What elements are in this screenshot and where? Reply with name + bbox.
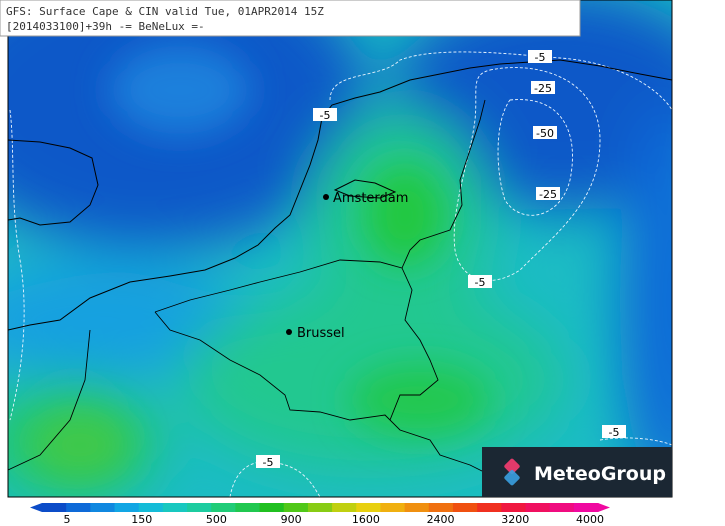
colorbar-swatch	[452, 503, 478, 512]
colorbar-swatch	[90, 503, 116, 512]
map-frame	[7, 0, 673, 498]
colorbar: 5 150 500 900 1600 2400 3200 4000	[30, 503, 610, 526]
contour-label: -25	[539, 188, 557, 201]
colorbar-swatch	[307, 503, 333, 512]
contour-label-bg	[313, 108, 337, 121]
border	[8, 329, 91, 471]
colorbar-swatch	[404, 503, 430, 512]
colorbar-label: 5	[64, 513, 71, 526]
colorbar-label: 2400	[427, 513, 455, 526]
contour-line	[229, 461, 321, 497]
colorbar-label: 4000	[576, 513, 604, 526]
colorbar-label: 3200	[501, 513, 529, 526]
logo-icon	[504, 458, 520, 486]
city-label: Brussel	[297, 326, 345, 341]
contour-label: -5	[535, 51, 546, 64]
contour-label: -50	[536, 127, 554, 140]
colorbar-swatch	[259, 503, 285, 512]
contour-line	[599, 437, 672, 446]
contour-label: -5	[475, 276, 486, 289]
map	[8, 0, 672, 497]
colorbar-swatch	[573, 503, 599, 512]
colorbar-swatch	[356, 503, 381, 512]
contour-label-bg	[256, 455, 280, 468]
contour-line	[497, 99, 573, 216]
colorbar-arrow	[30, 503, 42, 512]
contour-label-bg	[528, 50, 552, 63]
colorbar-swatch	[549, 503, 575, 512]
colorbar-swatch	[211, 503, 236, 512]
colorbar-swatch	[525, 503, 551, 512]
header-line: GFS: Surface Cape & CIN valid Tue, 01APR…	[6, 5, 324, 18]
coastline	[8, 59, 672, 331]
city-label: Amsterdam	[333, 191, 408, 206]
colorbar-label: 150	[131, 513, 152, 526]
colorbar-label: 900	[281, 513, 302, 526]
coastline	[333, 179, 397, 199]
colorbar-swatch	[235, 503, 261, 512]
logo-text: MeteoGroup	[534, 463, 666, 485]
colorbar-swatch	[42, 503, 67, 512]
header-box	[0, 0, 581, 37]
contour-label-bg	[533, 126, 557, 139]
border	[389, 267, 439, 421]
colorbar-swatch	[501, 503, 526, 512]
contour-labels: -5 -5 -25 -50 -25 -5 -5 -5	[256, 50, 626, 469]
colorbar-swatch	[428, 503, 454, 512]
contour-label: -25	[534, 82, 552, 95]
colorbar-swatch	[162, 503, 188, 512]
contour-label-bg	[602, 425, 626, 438]
contour-line	[9, 109, 25, 421]
colorbar-swatch	[187, 503, 212, 512]
colorbar-swatch	[66, 503, 91, 512]
contour-label-bg	[468, 275, 492, 288]
header-line: [2014033100]+39h -= BeNeLux =-	[6, 20, 205, 33]
contour-label: -5	[320, 109, 331, 122]
coastline	[8, 139, 99, 226]
colorbar-label: 500	[206, 513, 227, 526]
colorbar-arrow	[598, 503, 610, 512]
contour-label-bg	[536, 187, 560, 200]
contour-label: -5	[263, 456, 274, 469]
contour-label: -5	[609, 426, 620, 439]
border	[154, 311, 521, 497]
colorbar-swatch	[332, 503, 357, 512]
city-dot	[323, 194, 329, 200]
colorbar-swatch	[380, 503, 406, 512]
colorbar-swatch	[114, 503, 140, 512]
colorbar-swatch	[138, 503, 164, 512]
colorbar-label: 1600	[352, 513, 380, 526]
colorbar-swatch	[283, 503, 309, 512]
colorbar-swatch	[477, 503, 502, 512]
contour-label-bg	[531, 81, 555, 94]
city-dot	[286, 329, 292, 335]
border	[154, 99, 486, 313]
